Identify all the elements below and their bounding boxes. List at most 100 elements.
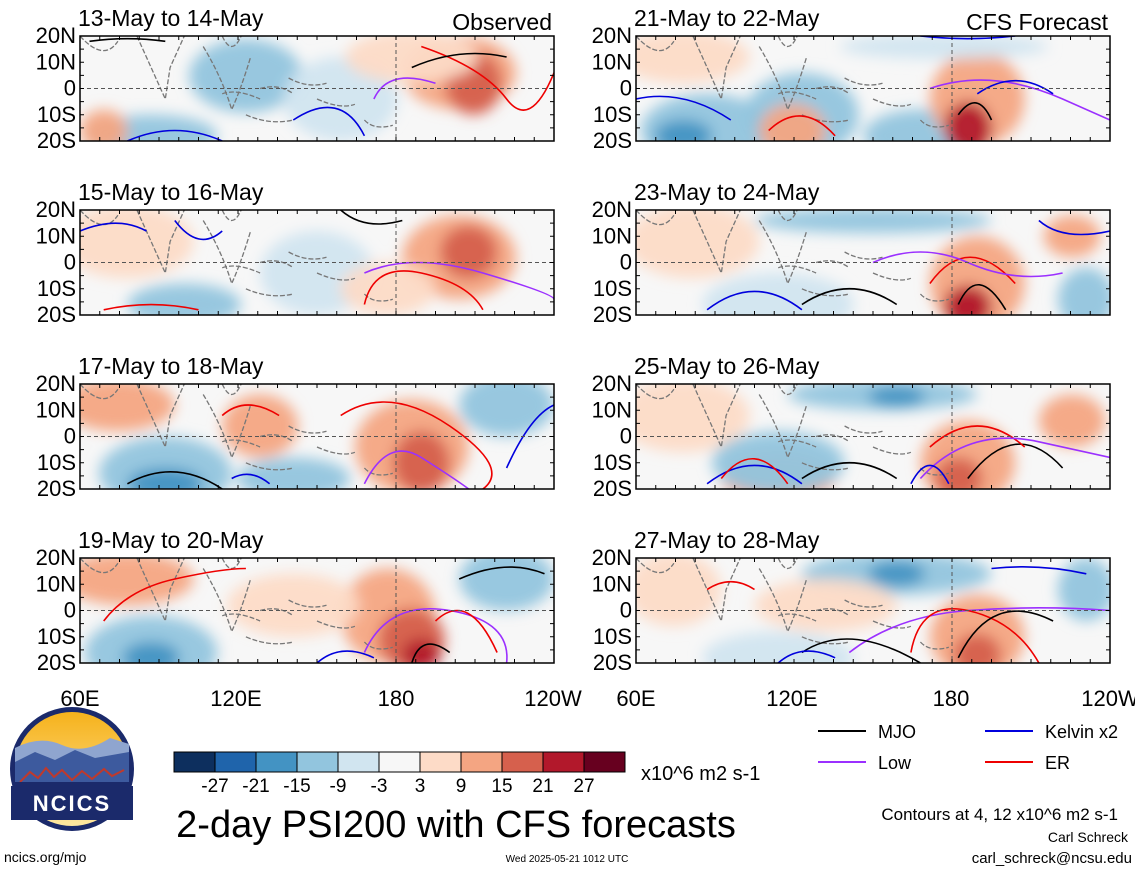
coastline	[636, 36, 675, 52]
psi-anomaly-shading	[754, 210, 992, 234]
lon-tick-label: 180	[933, 686, 970, 711]
panel-title: 19-May to 20-May	[78, 527, 264, 553]
coastline	[844, 425, 883, 434]
coastline	[777, 210, 798, 222]
coastline	[636, 558, 675, 574]
column-label: CFS Forecast	[966, 9, 1108, 35]
coastline	[777, 265, 817, 274]
lat-tick-label: 10S	[37, 450, 76, 475]
psi-anomaly-shading	[80, 558, 194, 606]
coastline	[202, 394, 252, 460]
colorbar-tick-label: -21	[242, 776, 269, 797]
colorbar-cell	[419, 751, 462, 773]
lat-tick-label: 10N	[592, 49, 632, 74]
psi-anomaly-shading	[122, 642, 180, 663]
legend-label-er: ER	[1045, 753, 1070, 773]
wave-contour	[957, 284, 1007, 311]
lat-tick-label: 10S	[37, 102, 76, 127]
coastline	[919, 119, 949, 128]
lat-tick-label: 10S	[593, 624, 632, 649]
coastline	[777, 36, 798, 48]
coastline	[259, 86, 294, 95]
psi-anomaly-shading	[929, 236, 1025, 315]
colorbar-cell	[501, 751, 544, 773]
coastline	[919, 641, 949, 650]
wave-contour	[231, 473, 271, 485]
coastline	[692, 210, 741, 276]
lat-tick-label: 10N	[36, 223, 76, 248]
wave-contour	[910, 464, 950, 485]
lat-tick-label: 0	[620, 76, 632, 101]
wave-contour	[976, 79, 1054, 95]
psi-anomaly-shading	[754, 579, 897, 632]
lat-tick-label: 10N	[592, 397, 632, 422]
wave-contour	[801, 288, 898, 306]
wave-contour	[316, 650, 375, 663]
psi-anomaly-shading	[1057, 558, 1110, 621]
wave-contour	[636, 95, 732, 121]
coastline	[259, 434, 294, 443]
coastline	[363, 467, 393, 476]
lat-tick-label: 10S	[37, 276, 76, 301]
wave-contour	[505, 404, 554, 469]
coastline	[815, 434, 850, 443]
coastline	[221, 265, 261, 274]
colorbar-tick-label: -27	[201, 776, 228, 797]
wave-contour	[920, 36, 1016, 40]
lat-tick-label: 20N	[592, 197, 632, 222]
psi-anomaly-shading	[127, 283, 242, 315]
psi-anomaly-shading	[702, 631, 855, 663]
wave-contour	[720, 458, 789, 485]
colorbar-cell	[542, 751, 585, 773]
psi-anomaly-shading	[953, 633, 1001, 663]
coastline	[288, 251, 327, 260]
author-name: Carl Schreck	[1048, 829, 1129, 845]
wave-contour	[292, 106, 366, 137]
lat-tick-label: 20N	[36, 545, 76, 570]
wave-contour	[706, 290, 803, 311]
psi-anomaly-shading	[392, 431, 450, 489]
coastline	[316, 446, 356, 455]
lat-tick-label: 20S	[593, 476, 632, 501]
coastline	[136, 384, 185, 450]
lat-tick-label: 20N	[592, 371, 632, 396]
wave-contour	[777, 650, 836, 663]
colorbar-tick-label: 21	[532, 776, 553, 797]
lat-tick-label: 10N	[592, 223, 632, 248]
lat-tick-label: 10N	[36, 49, 76, 74]
coastline	[202, 568, 252, 634]
psi-anomaly-shading	[702, 273, 855, 315]
legend-label-mjo: MJO	[878, 722, 916, 742]
wave-contour	[421, 45, 554, 111]
lat-tick-label: 20S	[593, 650, 632, 675]
psi-anomaly-shading	[944, 102, 992, 141]
wave-contour	[919, 437, 1110, 480]
lat-tick-label: 10N	[592, 571, 632, 596]
coastline	[221, 210, 242, 222]
wave-contour	[364, 261, 554, 300]
lat-tick-label: 10N	[36, 397, 76, 422]
lon-tick-label: 120W	[524, 686, 582, 711]
lat-tick-label: 0	[64, 76, 76, 101]
coastline	[815, 608, 850, 617]
panel-title: 27-May to 28-May	[634, 527, 820, 553]
psi-anomaly-shading	[345, 36, 479, 84]
lat-tick-label: 20N	[36, 23, 76, 48]
coastline	[777, 558, 798, 570]
panel-title: 23-May to 24-May	[634, 179, 820, 205]
coastline	[801, 288, 850, 297]
author-email: carl_schreck@ncsu.edu	[972, 850, 1132, 867]
lat-tick-label: 20S	[37, 476, 76, 501]
colorbar-tick-label: -3	[371, 776, 388, 797]
colorbar-tick-label: 15	[491, 776, 512, 797]
coastline	[221, 613, 261, 622]
psi-anomaly-shading	[340, 262, 436, 315]
lon-tick-label: 120E	[210, 686, 261, 711]
wave-contour	[768, 115, 836, 137]
contour-note: Contours at 4, 12 x10^6 m2 s-1	[881, 805, 1118, 824]
coastline	[363, 293, 393, 302]
psi-anomaly-shading	[636, 384, 750, 453]
psi-anomaly-shading	[934, 457, 983, 489]
